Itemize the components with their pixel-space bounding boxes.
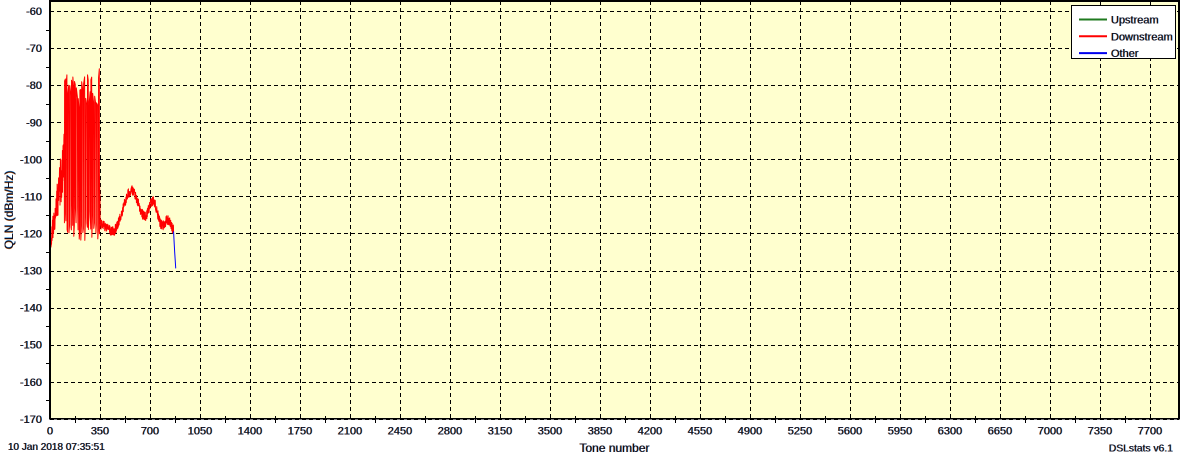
svg-text:5250: 5250 — [788, 425, 812, 437]
svg-text:4550: 4550 — [688, 425, 712, 437]
svg-text:0: 0 — [47, 425, 53, 437]
svg-text:7700: 7700 — [1138, 425, 1162, 437]
svg-text:Other: Other — [1111, 48, 1139, 60]
svg-text:7000: 7000 — [1038, 425, 1062, 437]
svg-text:5600: 5600 — [838, 425, 862, 437]
svg-text:5950: 5950 — [888, 425, 912, 437]
svg-text:-160: -160 — [20, 377, 42, 389]
svg-text:-120: -120 — [20, 228, 42, 240]
svg-text:6300: 6300 — [938, 425, 962, 437]
svg-text:2100: 2100 — [338, 425, 362, 437]
svg-text:DSLstats v6.1: DSLstats v6.1 — [1109, 443, 1173, 454]
svg-text:-130: -130 — [20, 266, 42, 278]
svg-text:6650: 6650 — [988, 425, 1012, 437]
svg-text:-60: -60 — [26, 6, 42, 18]
svg-text:350: 350 — [91, 425, 109, 437]
svg-text:Downstream: Downstream — [1111, 31, 1173, 43]
svg-text:Upstream: Upstream — [1111, 15, 1159, 27]
svg-text:-140: -140 — [20, 303, 42, 315]
svg-text:2450: 2450 — [388, 425, 412, 437]
svg-text:-150: -150 — [20, 340, 42, 352]
svg-text:2800: 2800 — [438, 425, 462, 437]
svg-text:-100: -100 — [20, 154, 42, 166]
svg-text:4900: 4900 — [738, 425, 762, 437]
svg-text:3150: 3150 — [488, 425, 512, 437]
svg-text:3500: 3500 — [538, 425, 562, 437]
svg-text:700: 700 — [141, 425, 159, 437]
svg-text:7350: 7350 — [1088, 425, 1112, 437]
svg-text:Tone number: Tone number — [579, 441, 649, 455]
svg-text:-80: -80 — [26, 80, 42, 92]
svg-text:1750: 1750 — [288, 425, 312, 437]
svg-text:1050: 1050 — [188, 425, 212, 437]
svg-text:-170: -170 — [20, 414, 42, 426]
svg-text:-110: -110 — [21, 191, 42, 203]
svg-text:1400: 1400 — [238, 425, 262, 437]
svg-text:-70: -70 — [26, 43, 42, 55]
svg-text:3850: 3850 — [588, 425, 612, 437]
svg-text:-90: -90 — [26, 117, 42, 129]
svg-text:QLN (dBm/Hz): QLN (dBm/Hz) — [2, 171, 16, 250]
svg-text:4200: 4200 — [638, 425, 662, 437]
svg-text:10 Jan 2018 07:35:51: 10 Jan 2018 07:35:51 — [8, 442, 105, 453]
